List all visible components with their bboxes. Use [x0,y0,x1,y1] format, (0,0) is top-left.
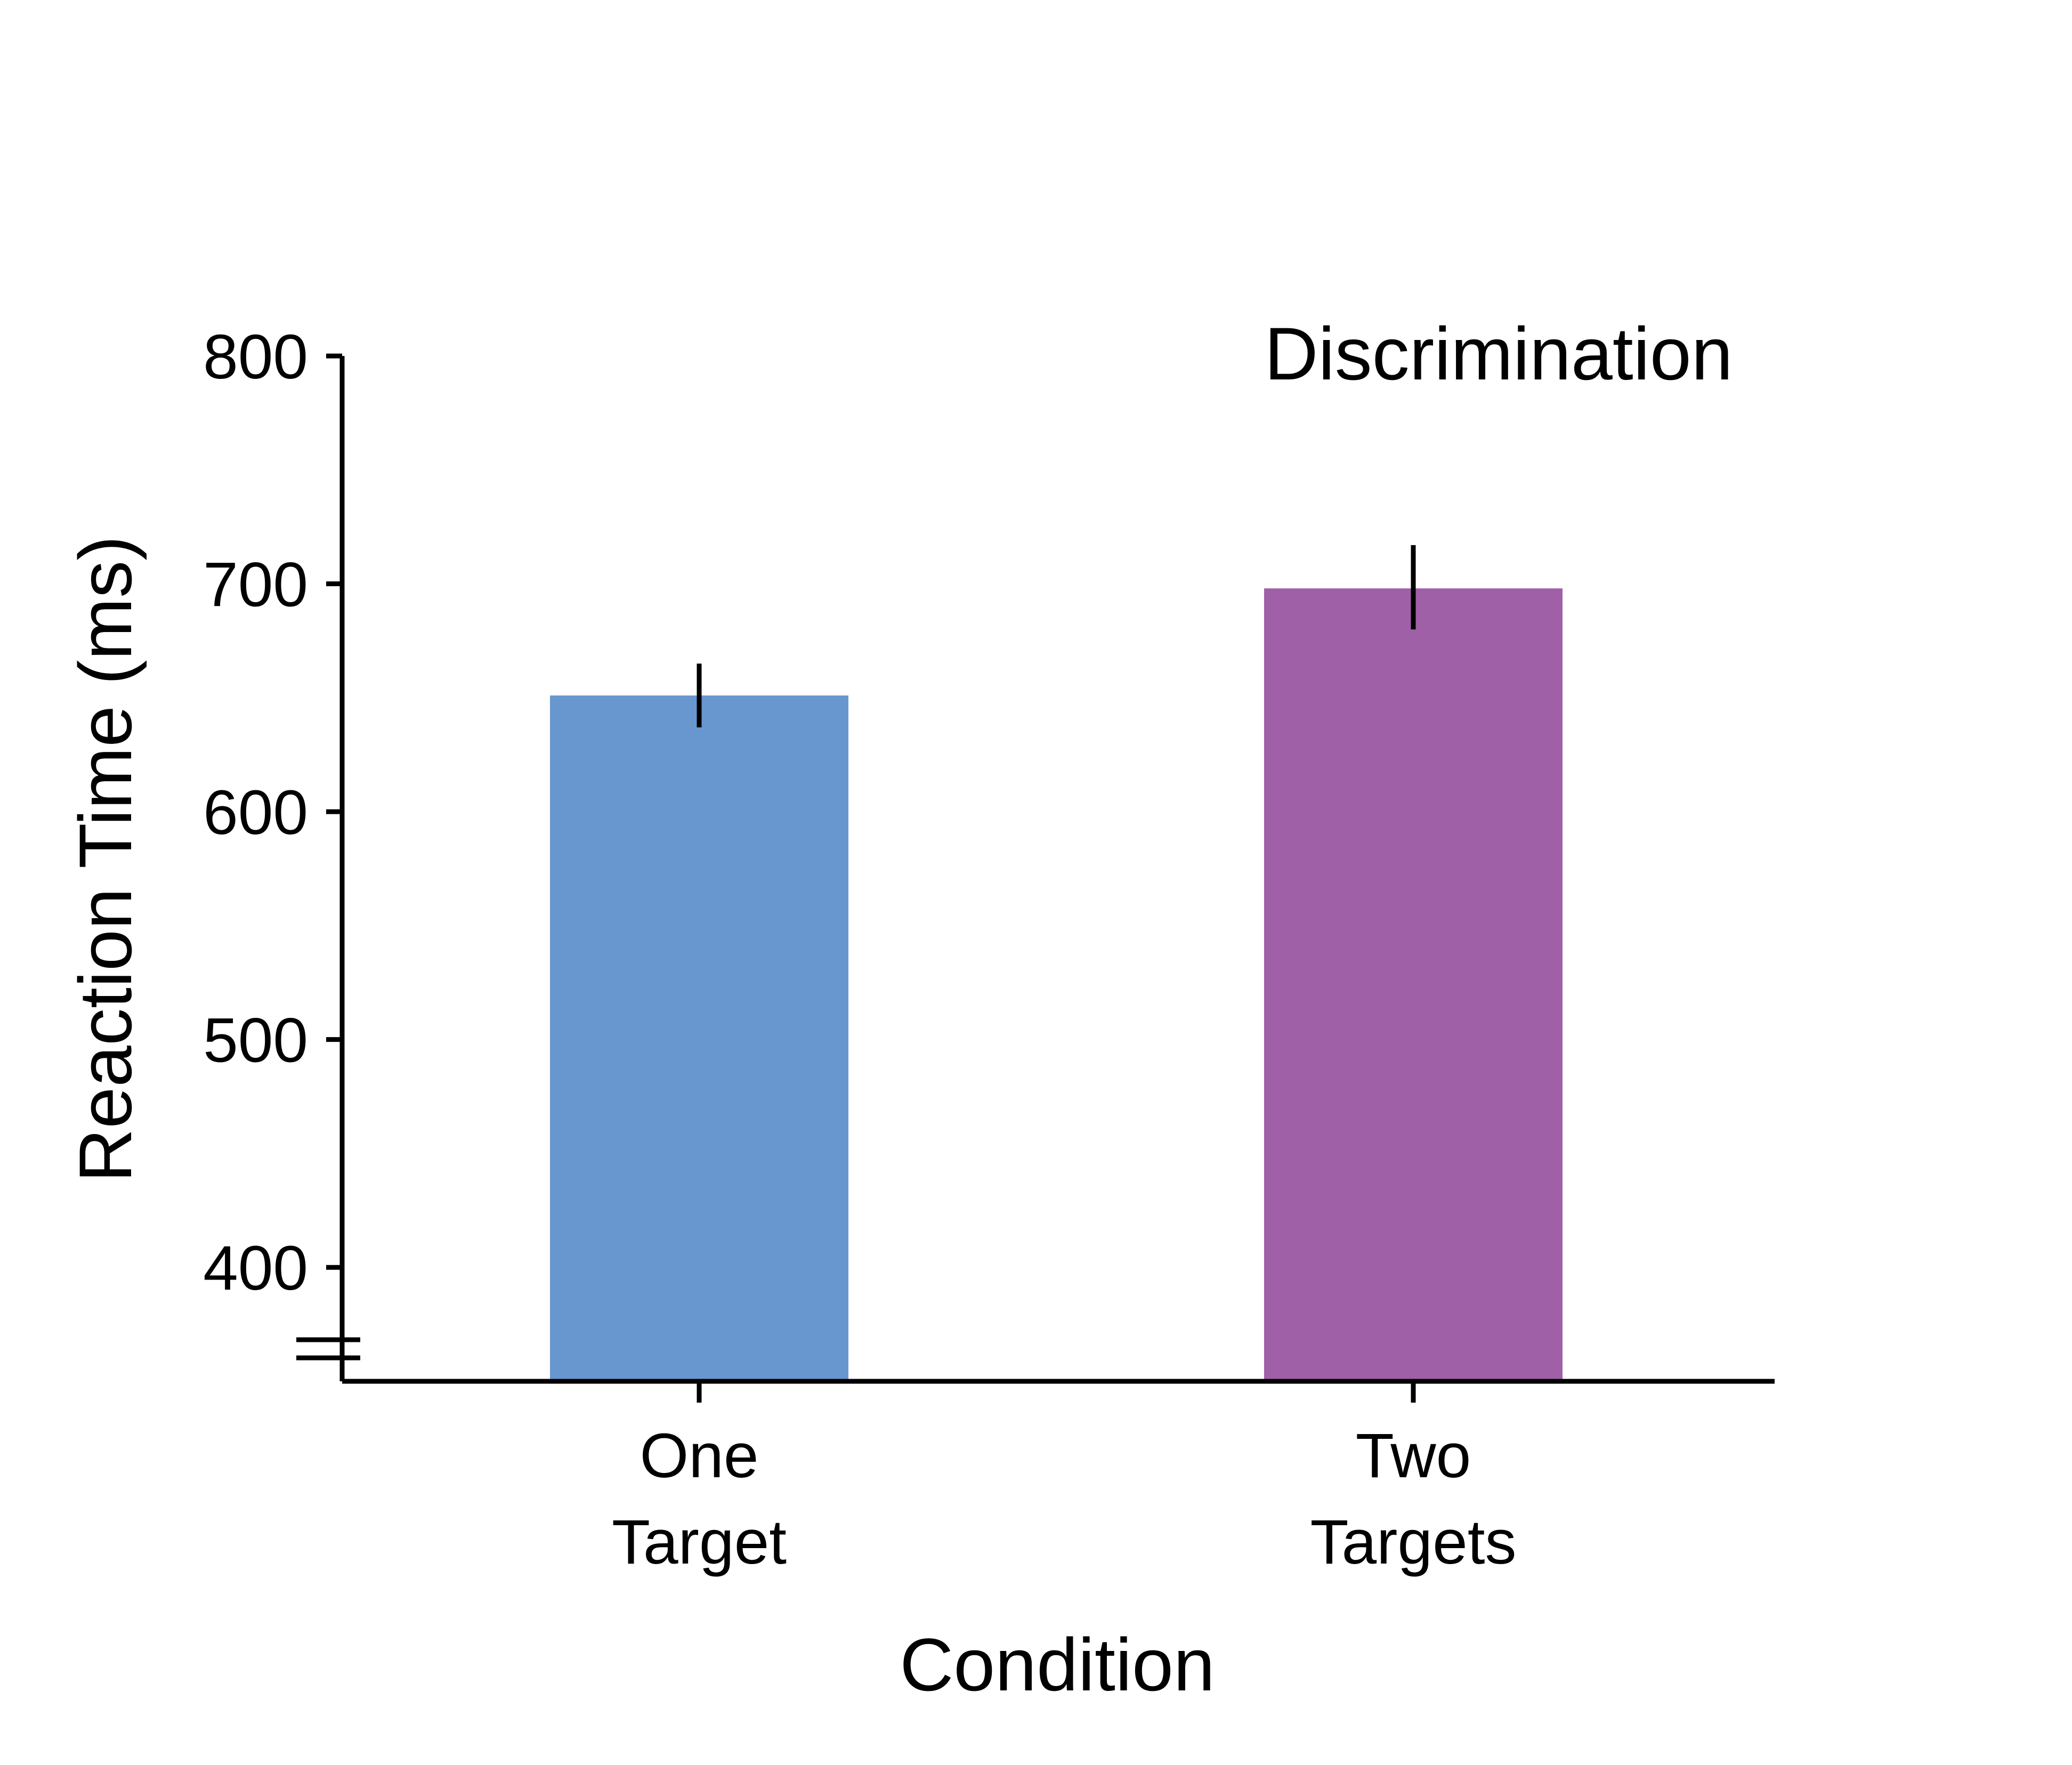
y-tick-label: 500 [203,1006,308,1076]
x-category-label: Two Targets [1310,1421,1517,1577]
bar-1 [550,695,848,1381]
labels-layer: 400 500 600 700 800 One Target Two Targets Condit… [63,312,1733,1706]
y-tick-label: 400 [203,1233,308,1303]
y-axis-title: Reaction Time (ms) [63,536,147,1183]
error-bars-layer [697,545,1416,727]
x-category-label-line: Target [612,1507,787,1577]
x-category-label-line: Targets [1310,1507,1517,1577]
x-category-label-line: Two [1356,1421,1471,1491]
chart-title: Discrimination [1264,312,1733,395]
y-tick-label: 600 [203,778,308,848]
axes-layer [296,353,1775,1403]
bar-2 [1264,588,1563,1381]
y-tick-label: 800 [203,322,308,392]
x-axis-title: Condition [900,1623,1215,1706]
bars-layer [550,588,1563,1381]
y-tick-label: 700 [203,550,308,620]
x-category-label-line: One [640,1421,758,1491]
x-category-label: One Target [612,1421,787,1577]
